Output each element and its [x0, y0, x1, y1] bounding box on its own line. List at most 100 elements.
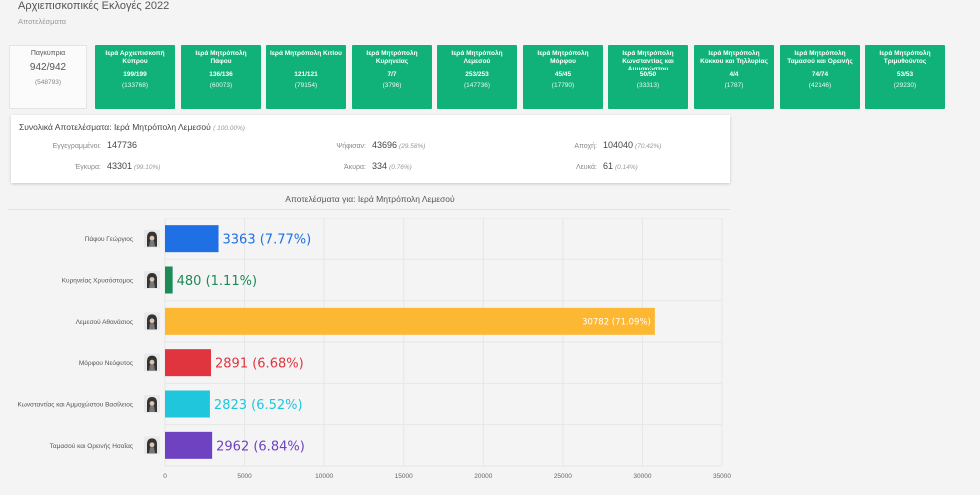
category-label: Μόρφου Νεόφυτος — [79, 359, 133, 367]
region-tile-votes: (1787) — [724, 82, 744, 89]
header: Αρχιεπισκοπικές Εκλογές 2022 Αποτελέσματ… — [18, 0, 169, 26]
stat-voted-percent: (29.58%) — [399, 143, 426, 150]
region-tile[interactable]: Ιερά Μητρόπολη Μόρφου 45/45 (17790) — [523, 45, 603, 109]
page-title: Αρχιεπισκοπικές Εκλογές 2022 — [18, 0, 170, 12]
region-tile-name: Ιερά Μητρόπολη Κιτίου — [270, 50, 342, 57]
stat-abstain: Αποχή: 104040 (70.42%) — [557, 140, 661, 150]
bar[interactable] — [165, 307, 655, 335]
bishop-avatar-icon — [144, 229, 160, 248]
stat-voted-value: 43696 — [372, 140, 398, 150]
bishop-avatar-icon — [144, 353, 160, 372]
region-tile-name: Ιερά Μητρόπολη Πάφου — [195, 50, 247, 65]
region-tile-stations: 45/45 — [554, 71, 572, 78]
region-tile[interactable]: Ιερά Μητρόπολη Ταμασού και Ορεινής 74/74 (… — [780, 45, 860, 109]
region-tile[interactable]: Ιερά Μητρόπολη Τριμυθούντος 53/53 (29230) — [865, 45, 945, 109]
region-tile-name: Ιερά Μητρόπολη Ταμασού και Ορεινής — [787, 50, 853, 65]
x-tick-label: 0 — [163, 473, 167, 480]
x-tick-label: 5000 — [237, 473, 252, 480]
bar-value-label: 2962 (6.84%) — [216, 439, 305, 454]
bishop-avatar-icon — [144, 395, 160, 413]
region-tile-name: Παγκύπρια — [30, 50, 66, 57]
x-tick-label: 25000 — [554, 473, 572, 480]
region-tile-votes: (29230) — [893, 82, 917, 89]
x-tick-label: 20000 — [474, 473, 492, 480]
stat-registered-value: 147736 — [107, 140, 138, 150]
region-tile-stations: 74/74 — [811, 71, 829, 78]
bar-value-label: 2823 (6.52%) — [214, 398, 303, 413]
category-label: Λεμεσού Αθανάσιος — [76, 318, 133, 326]
stat-registered-label: Εγγεγραμμένοι: — [52, 143, 101, 150]
stat-abstain-value: 104040 — [603, 140, 634, 150]
region-tile[interactable]: Ιερά Μητρόπολη Λεμεσού 253/253 (147736) — [437, 45, 517, 109]
x-tick-label: 30000 — [633, 473, 651, 480]
region-tile-name: Ιερά Μητρόπολη Κύκκου και Τηλλυρίας — [700, 50, 768, 65]
region-tile-stations: 53/53 — [896, 71, 914, 78]
stat-invalid: Άκυρα: 334 (0.76%) — [316, 161, 412, 171]
chart-divider — [8, 209, 730, 210]
stat-valid-percent: (99.10%) — [134, 164, 161, 171]
bar[interactable] — [165, 266, 173, 294]
summary-title-text: Συνολικά Αποτελέσματα: Ιερά Μητρόπολη Λε… — [19, 122, 211, 132]
stat-valid: Έγκυρα: 43301 (99.10%) — [31, 161, 161, 171]
region-tile-name: Ιερά Μητρόπολη Κυρηνείας — [366, 50, 418, 65]
bishop-avatar-icon — [144, 436, 160, 455]
region-tile[interactable]: Παγκύπρια 942/942 (548793) — [9, 45, 87, 109]
region-tile[interactable]: Ιερά Μητρόπολη Πάφου 136/136 (60073) — [181, 45, 261, 109]
x-tick-label: 10000 — [315, 473, 333, 480]
bar[interactable] — [165, 390, 210, 418]
x-tick-label: 35000 — [713, 473, 731, 480]
results-bar-chart: 0 5000 10000 15000 20000 25000 30000 35000 Πάφου… — [17, 218, 731, 480]
region-tile-votes: (147736) — [463, 82, 491, 89]
region-tile-votes: (548793) — [34, 79, 62, 86]
category-label: Κυρηνείας Χρυσόστομος — [62, 277, 133, 285]
bar[interactable] — [165, 225, 219, 253]
stat-abstain-label: Αποχή: — [574, 143, 597, 150]
region-tile-votes: (133768) — [121, 82, 149, 89]
region-tile-votes: (3796) — [382, 82, 402, 89]
bar-value-label: 30782 (71.09%) — [582, 317, 651, 327]
region-tile-stations: 50/50 — [639, 71, 657, 78]
summary-title: Συνολικά Αποτελέσματα: Ιερά Μητρόπολη Λε… — [19, 122, 245, 132]
region-tile[interactable]: Ιερά Μητρόπολη Κιτίου 121/121 (79154) — [266, 45, 346, 109]
region-tile-stations: 136/136 — [209, 71, 233, 78]
bar-value-label: 3363 (7.77%) — [223, 233, 312, 248]
bar[interactable] — [165, 431, 213, 459]
stat-blank-percent: (0.14%) — [615, 164, 638, 171]
bar-value-label: 2891 (6.68%) — [215, 357, 304, 372]
region-tile-votes: (17790) — [551, 82, 575, 89]
stat-invalid-label: Άκυρα: — [344, 164, 366, 171]
stat-voted: Ψήφισαν: 43696 (29.58%) — [316, 140, 425, 150]
x-tick-label: 15000 — [395, 473, 413, 480]
region-tile-name: Ιερά Μητρόπολη Κωνσταντίας και Αμμοχώστο… — [622, 50, 674, 70]
category-label: Ταμασού και Ορεινής Ησαΐας — [50, 442, 133, 450]
region-tile[interactable]: Ιερά Μητρόπολη Κύκκου και Τηλλυρίας 4/4 (1… — [694, 45, 774, 109]
region-tile-stations: 4/4 — [729, 71, 739, 78]
region-tile[interactable]: Ιερά Μητρόπολη Κυρηνείας 7/7 (3796) — [352, 45, 432, 109]
region-tile-stations: 7/7 — [387, 71, 397, 78]
bar[interactable] — [165, 349, 212, 377]
page-subtitle: Αποτελέσματα — [18, 17, 67, 26]
region-tile-votes: (60073) — [209, 82, 233, 89]
region-tile-name: Ιερά Μητρόπολη Τριμυθούντος — [879, 50, 931, 65]
stat-registered: Εγγεγραμμένοι: 147736 — [31, 140, 137, 150]
summary-title-percent: ( 100.00%) — [213, 125, 245, 132]
region-tile-name: Ιερά Μητρόπολη Λεμεσού — [451, 50, 503, 65]
chart-title: Αποτελέσματα για: Ιερά Μητρόπολη Λεμεσού — [285, 194, 455, 204]
region-tile-stations: 199/199 — [123, 71, 147, 78]
region-tile-name: Ιερά Μητρόπολη Μόρφου — [537, 50, 589, 65]
region-tile-votes: (33313) — [636, 82, 660, 89]
bishop-avatar-icon — [144, 271, 160, 289]
region-tile[interactable]: Ιερά Μητρόπολη Κωνσταντίας και Αμμοχώστο… — [608, 45, 688, 109]
stat-valid-value: 43301 — [107, 161, 133, 171]
region-tile-stations: 121/121 — [294, 71, 318, 78]
region-tile-votes: (42146) — [808, 82, 832, 89]
region-tile-stations: 253/253 — [465, 71, 489, 78]
category-label: Πάφου Γεώργιος — [85, 235, 133, 243]
region-tile[interactable]: Ιερά Αρχιεπισκοπή Κύπρου 199/199 (133768) — [95, 45, 175, 109]
region-tile-name: Ιερά Αρχιεπισκοπή Κύπρου — [105, 50, 165, 65]
stat-abstain-percent: (70.42%) — [635, 143, 662, 150]
stat-invalid-percent: (0.76%) — [389, 164, 412, 171]
category-label: Κωνσταντίας και Αμμοχώστου Βασίλειος — [17, 401, 133, 409]
bishop-avatar-icon — [144, 312, 160, 331]
region-tile-votes: (79154) — [294, 82, 318, 89]
